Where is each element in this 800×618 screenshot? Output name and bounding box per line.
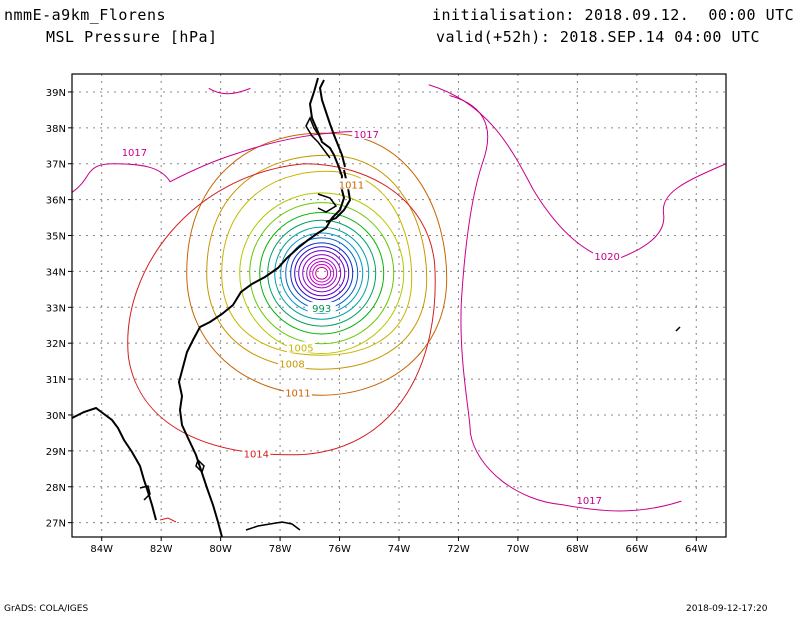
coastline-florida-inner — [195, 458, 205, 474]
coastline-keys-red — [159, 517, 177, 523]
lat-tick-label: 33N — [46, 303, 66, 314]
pressure-isobar — [294, 246, 350, 301]
pressure-isobar — [280, 232, 364, 314]
contour-label: 1014 — [244, 449, 269, 460]
lon-tick-label: 66W — [626, 544, 649, 555]
lat-tick-label: 38N — [46, 124, 66, 135]
contour-labels: 1017 1020 1017 1014 1011 1008 1005 993 1011 1017 — [120, 128, 622, 507]
lon-tick-label: 72W — [447, 544, 470, 555]
coastline-us-east — [177, 77, 346, 538]
pressure-isobar — [239, 192, 405, 355]
lon-tick-label: 84W — [90, 544, 113, 555]
lat-tick-label: 32N — [46, 339, 66, 350]
contour-label: 1017 — [354, 130, 379, 141]
contour-label: 1011 — [339, 180, 364, 191]
contour-label: 1008 — [279, 360, 304, 371]
lat-tick-label: 27N — [46, 519, 66, 530]
contour-label-bg — [283, 386, 312, 398]
contour-label: 993 — [312, 304, 331, 315]
coastline-delmarva — [318, 79, 346, 168]
lon-tick-label: 82W — [150, 544, 173, 555]
coastline-keys — [245, 521, 301, 531]
pressure-isobar — [302, 254, 342, 293]
pressure-isobar-1017-fragment — [208, 87, 251, 95]
pressure-isobar-1011 — [186, 132, 448, 396]
lat-tick-label: 28N — [46, 483, 66, 494]
pressure-isobar — [267, 219, 377, 327]
lat-tick-label: 31N — [46, 375, 66, 386]
pressure-isobar — [309, 260, 335, 286]
contour-label-bg — [286, 341, 315, 353]
lon-tick-label: 68W — [566, 544, 589, 555]
pressure-isobar-1017-east — [449, 95, 682, 512]
lat-tick-label: 29N — [46, 447, 66, 458]
contour-label-bg — [575, 494, 604, 506]
pressure-contours — [71, 84, 727, 512]
pressure-isobar — [274, 226, 370, 320]
coastline-gulf — [71, 406, 157, 521]
lon-tick-label: 70W — [507, 544, 530, 555]
contour-label: 1005 — [288, 344, 313, 355]
render-timestamp: 2018-09-12-17:20 — [686, 604, 768, 614]
lat-tick-label: 36N — [46, 196, 66, 207]
lat-tick-label: 39N — [46, 88, 66, 99]
contour-label-bg — [307, 302, 336, 314]
lat-tick-label: 34N — [46, 267, 66, 278]
valid-time: valid(+52h): 2018.SEP.14 04:00 UTC — [436, 28, 761, 46]
software-credit: GrADS: COLA/IGES — [4, 604, 89, 614]
model-title: nmmE-a9km_Florens — [4, 6, 167, 24]
lat-tick-label: 35N — [46, 232, 66, 243]
pressure-isobar — [249, 202, 395, 345]
contour-label-bg — [277, 357, 306, 369]
lon-tick-label: 64W — [685, 544, 708, 555]
map-grid — [72, 74, 726, 537]
contour-label-bg — [352, 128, 381, 140]
pressure-isobar-1014 — [127, 163, 436, 456]
lon-tick-label: 76W — [328, 544, 351, 555]
lat-tick-label: 30N — [46, 411, 66, 422]
coastline-pamlico — [317, 193, 338, 213]
contour-label: 1017 — [122, 148, 147, 159]
contour-label: 1017 — [577, 496, 602, 507]
pressure-isobar — [259, 211, 385, 335]
contour-label-bg — [593, 250, 622, 262]
pressure-isobar-1005 — [221, 170, 413, 356]
pressure-isobar — [315, 266, 329, 280]
lat-tick-label: 37N — [46, 160, 66, 171]
pressure-isobar — [312, 263, 332, 283]
contour-label: 1020 — [594, 252, 619, 263]
pressure-isobar-1017-north — [71, 130, 361, 193]
contour-label: 1011 — [285, 388, 310, 399]
pressure-isobar — [298, 250, 346, 297]
lon-tick-label: 78W — [269, 544, 292, 555]
contour-label-bg — [242, 447, 271, 459]
coastline-gulf-islands — [139, 485, 151, 501]
contour-label-bg — [337, 178, 366, 190]
coastline-chesapeake — [305, 116, 331, 159]
axis-ticks: 39N 38N 37N 36N 35N 34N 33N 32N 31N 30N 29N 28N 27N 8… — [46, 88, 708, 555]
pressure-isobar — [306, 257, 338, 289]
initialisation-time: initialisation: 2018.09.12. 00:00 UTC — [432, 6, 795, 24]
pressure-isobar-1008 — [206, 154, 428, 370]
island-bahamas — [675, 326, 681, 332]
lon-tick-label: 74W — [388, 544, 411, 555]
pressure-isobar — [290, 242, 354, 305]
lon-tick-label: 80W — [209, 544, 232, 555]
contour-label-bg — [120, 145, 149, 157]
variable-title: MSL Pressure [hPa] — [46, 28, 218, 46]
